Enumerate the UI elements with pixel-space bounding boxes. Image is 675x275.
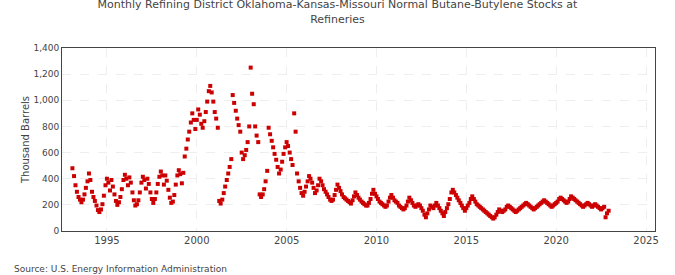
svg-text:2015: 2015 <box>454 235 479 246</box>
svg-text:1,200: 1,200 <box>33 69 59 79</box>
svg-text:2025: 2025 <box>633 235 658 246</box>
svg-text:1,400: 1,400 <box>33 43 59 53</box>
svg-text:2020: 2020 <box>543 235 568 246</box>
svg-text:400: 400 <box>42 174 59 184</box>
svg-text:0: 0 <box>53 226 59 236</box>
svg-text:2000: 2000 <box>184 235 209 246</box>
svg-text:Source: U.S. Energy Informatio: Source: U.S. Energy Information Administ… <box>14 264 227 274</box>
svg-text:Monthly Refining District Okla: Monthly Refining District Oklahoma-Kansa… <box>98 0 579 26</box>
svg-text:2010: 2010 <box>364 235 389 246</box>
svg-text:800: 800 <box>42 122 59 132</box>
svg-text:600: 600 <box>42 148 59 158</box>
svg-text:1995: 1995 <box>94 235 119 246</box>
svg-text:1,000: 1,000 <box>33 95 59 105</box>
svg-text:Thousand Barrels: Thousand Barrels <box>20 96 31 184</box>
svg-text:2005: 2005 <box>274 235 299 246</box>
svg-text:200: 200 <box>42 200 59 210</box>
